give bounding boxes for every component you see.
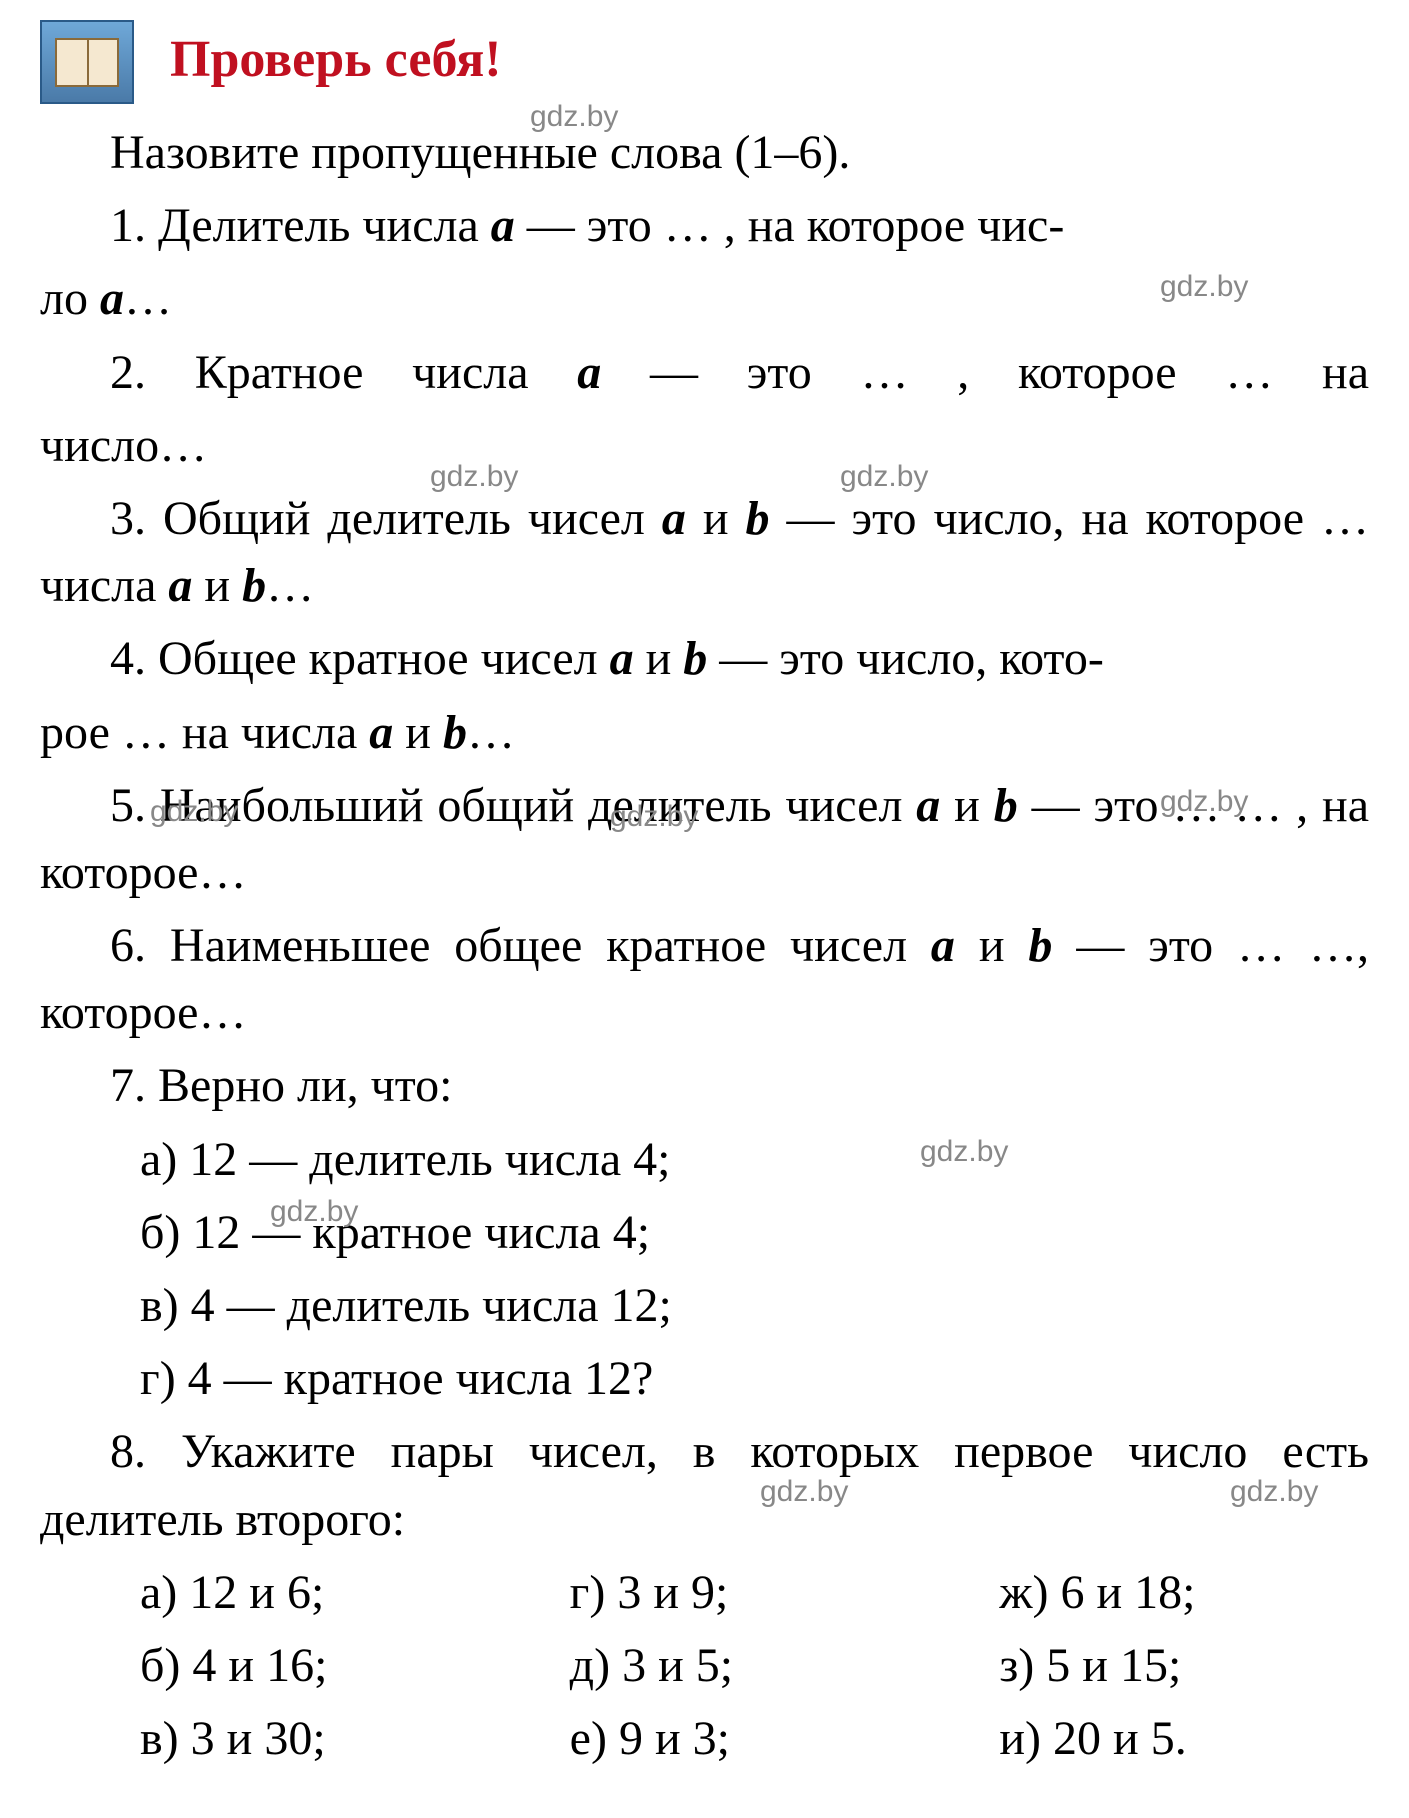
heading: Проверь себя! bbox=[170, 30, 1369, 89]
q1-text-a: 1. Делитель числа bbox=[110, 199, 491, 252]
q8a: а) 12 и 6; bbox=[140, 1559, 510, 1626]
question-8: 8. Укажите пары чисел, в которых первое … bbox=[40, 1418, 1369, 1552]
question-2-line2: число… bbox=[40, 412, 1369, 479]
question-8-options: а) 12 и 6; б) 4 и 16; в) 3 и 30; г) 3 и … bbox=[140, 1559, 1369, 1779]
q8b: б) 4 и 16; bbox=[140, 1632, 510, 1699]
variable-a: a bbox=[610, 632, 634, 685]
variable-a: a bbox=[662, 492, 686, 545]
q3-text-a: 3. Общий делитель чисел bbox=[110, 492, 662, 545]
variable-b: b bbox=[242, 559, 266, 612]
q3-and2: и bbox=[192, 559, 242, 612]
q6-and: и bbox=[955, 919, 1029, 972]
q4-text-a: 4. Общее кратное чисел bbox=[110, 632, 610, 685]
q8i: и) 20 и 5. bbox=[999, 1705, 1369, 1772]
question-7c: в) 4 — делитель числа 12; bbox=[40, 1272, 1369, 1339]
question-5: 5. Наибольший общий делитель чисел a и b… bbox=[40, 772, 1369, 906]
book-icon bbox=[55, 38, 119, 87]
q2-text-c: число… bbox=[40, 419, 207, 472]
header-icon-box bbox=[40, 20, 134, 104]
q2-text-a: 2. Кратное числа bbox=[110, 346, 577, 399]
q8-col2: г) 3 и 9; д) 3 и 5; е) 9 и 3; bbox=[570, 1559, 940, 1779]
question-2-line1: 2. Кратное числа a — это … , которое … н… bbox=[40, 339, 1369, 406]
q1-text-b: — это … , на которое чис- bbox=[515, 199, 1065, 252]
question-7b: б) 12 — кратное числа 4; bbox=[40, 1199, 1369, 1266]
q3-and: и bbox=[686, 492, 746, 545]
q4-text-c: рое … на числа bbox=[40, 706, 369, 759]
variable-a: a bbox=[369, 706, 393, 759]
question-7a: а) 12 — делитель числа 4; bbox=[40, 1126, 1369, 1193]
body-text: Назовите пропущенные слова (1–6). 1. Дел… bbox=[40, 119, 1369, 1778]
q8z: з) 5 и 15; bbox=[999, 1632, 1369, 1699]
q5-and: и bbox=[940, 779, 993, 832]
q1-text-c: ло bbox=[40, 272, 100, 325]
q8-col1: а) 12 и 6; б) 4 и 16; в) 3 и 30; bbox=[140, 1559, 510, 1779]
q1-text-d: … bbox=[124, 272, 172, 325]
question-3: 3. Общий делитель чисел a и b — это числ… bbox=[40, 485, 1369, 619]
variable-a: a bbox=[931, 919, 955, 972]
question-4-cont: рое … на числа a и b… bbox=[40, 699, 1369, 766]
question-1: 1. Делитель числа a — это … , на которое… bbox=[40, 192, 1369, 259]
variable-a: a bbox=[100, 272, 124, 325]
variable-b: b bbox=[443, 706, 467, 759]
q4-text-b: — это число, кото- bbox=[707, 632, 1104, 685]
question-4: 4. Общее кратное чисел a и b — это число… bbox=[40, 625, 1369, 692]
variable-a: a bbox=[577, 346, 601, 399]
page: Проверь себя! Назовите пропущенные слова… bbox=[0, 0, 1409, 1818]
q8d: д) 3 и 5; bbox=[570, 1632, 940, 1699]
question-7d: г) 4 — кратное числа 12? bbox=[40, 1345, 1369, 1412]
variable-b: b bbox=[1028, 919, 1052, 972]
question-7: 7. Верно ли, что: bbox=[40, 1052, 1369, 1119]
q8zh: ж) 6 и 18; bbox=[999, 1559, 1369, 1626]
variable-b: b bbox=[994, 779, 1018, 832]
question-6: 6. Наименьшее общее кратное чисел a и b … bbox=[40, 912, 1369, 1046]
q4-and2: и bbox=[393, 706, 443, 759]
variable-b: b bbox=[683, 632, 707, 685]
q3-text-c: … bbox=[266, 559, 314, 612]
q2-text-b: — это … , которое … на bbox=[601, 346, 1369, 399]
q8g: г) 3 и 9; bbox=[570, 1559, 940, 1626]
variable-b: b bbox=[746, 492, 770, 545]
variable-a: a bbox=[491, 199, 515, 252]
question-1-cont: ло a… bbox=[40, 265, 1369, 332]
variable-a: a bbox=[168, 559, 192, 612]
q5-text-a: 5. Наибольший общий делитель чисел bbox=[110, 779, 916, 832]
q4-and: и bbox=[634, 632, 684, 685]
variable-a: a bbox=[916, 779, 940, 832]
q4-text-d: … bbox=[467, 706, 515, 759]
q6-text-a: 6. Наименьшее общее кратное чисел bbox=[110, 919, 931, 972]
q8c: в) 3 и 30; bbox=[140, 1705, 510, 1772]
q8-col3: ж) 6 и 18; з) 5 и 15; и) 20 и 5. bbox=[999, 1559, 1369, 1779]
q8e: е) 9 и 3; bbox=[570, 1705, 940, 1772]
intro: Назовите пропущенные слова (1–6). bbox=[40, 119, 1369, 186]
